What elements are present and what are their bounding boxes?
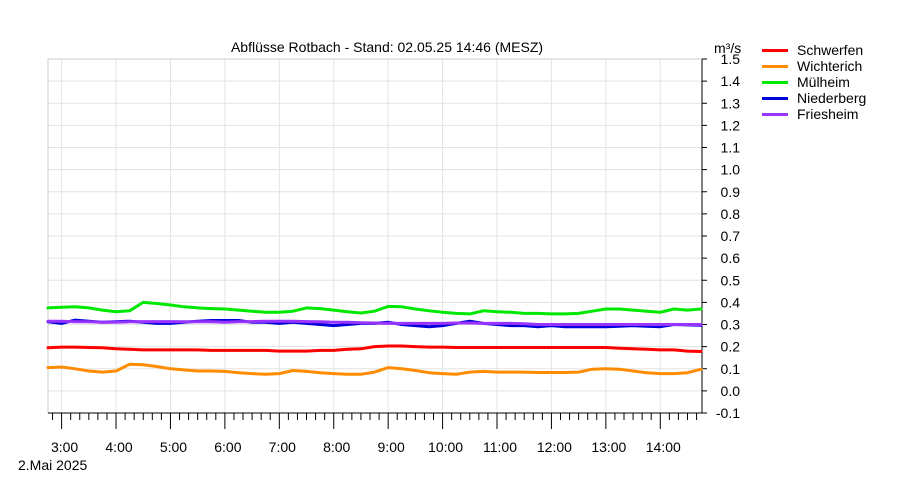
legend-label: Schwerfen xyxy=(797,42,864,58)
legend-swatch xyxy=(762,112,788,116)
x-tick-label: 11:00 xyxy=(483,439,517,455)
y-tick-label: 0.8 xyxy=(721,206,741,222)
legend-item: Wichterich xyxy=(762,58,866,74)
chart-title: Abflüsse Rotbach - Stand: 02.05.25 14:46… xyxy=(231,39,543,55)
x-tick-label: 12:00 xyxy=(537,439,572,455)
series-line-m-lheim xyxy=(46,300,703,316)
y-axis-unit: m³/s xyxy=(714,40,741,56)
chart-legend: Schwerfen Wichterich Mülheim Niederberg Frie… xyxy=(762,42,866,122)
legend-item: Schwerfen xyxy=(762,42,866,58)
legend-label: Wichterich xyxy=(797,58,863,74)
legend-item: Niederberg xyxy=(762,90,866,106)
y-tick-label: 1.1 xyxy=(721,140,741,156)
y-tick-label: 0.0 xyxy=(721,383,741,399)
y-tick-label: 0.3 xyxy=(721,317,741,333)
y-tick-label: 1.4 xyxy=(721,73,741,89)
series-line-schwerfen xyxy=(46,344,703,353)
series-line-wichterich xyxy=(46,362,703,376)
legend-swatch xyxy=(762,48,788,52)
legend-swatch xyxy=(762,96,788,100)
chart-lines xyxy=(46,300,703,376)
x-tick-labels: 3:00 4:00 5:00 6:00 7:00 8:00 9:00 10:00 11:00 12… xyxy=(51,439,681,455)
y-tick-label: 0.5 xyxy=(721,272,741,288)
x-tick-label: 4:00 xyxy=(105,439,132,455)
y-tick-label: -0.1 xyxy=(716,405,740,421)
legend-swatch xyxy=(762,80,788,84)
x-tick-label: 7:00 xyxy=(269,439,296,455)
x-axis-date-label: 2.Mai 2025 xyxy=(18,457,87,473)
x-tick-label: 3:00 xyxy=(51,439,78,455)
y-tick-label: 1.5 xyxy=(721,51,741,67)
series-line-friesheim xyxy=(46,319,703,326)
y-tick-label: 0.2 xyxy=(721,339,741,355)
y-tick-label: 0.1 xyxy=(721,361,741,377)
legend-item: Mülheim xyxy=(762,74,866,90)
x-tick-label: 14:00 xyxy=(646,439,681,455)
x-tick-label: 13:00 xyxy=(591,439,626,455)
y-tick-label: 1.0 xyxy=(721,162,741,178)
x-tick-label: 10:00 xyxy=(428,439,463,455)
y-tick-label: 0.7 xyxy=(721,228,741,244)
y-tick-label: 1.2 xyxy=(721,117,741,133)
x-tick-label: 8:00 xyxy=(323,439,350,455)
y-tick-label: 0.6 xyxy=(721,250,741,266)
legend-swatch xyxy=(762,64,788,68)
legend-label: Friesheim xyxy=(797,106,859,122)
x-tick-label: 6:00 xyxy=(214,439,241,455)
x-tick-label: 5:00 xyxy=(160,439,187,455)
x-tick-label: 9:00 xyxy=(378,439,405,455)
chart-grid xyxy=(48,58,702,414)
legend-label: Niederberg xyxy=(797,90,867,106)
y-tick-label: 0.9 xyxy=(721,184,741,200)
chart-axes xyxy=(48,58,707,429)
legend-label: Mülheim xyxy=(797,74,850,90)
y-tick-labels: 1.5 1.4 1.3 1.2 1.1 1.0 0.9 0.8 0.7 0.6 0.5 0.4 0.3 0… xyxy=(716,51,740,421)
y-tick-label: 1.3 xyxy=(721,95,741,111)
legend-item: Friesheim xyxy=(762,106,866,122)
y-tick-label: 0.4 xyxy=(721,294,741,310)
